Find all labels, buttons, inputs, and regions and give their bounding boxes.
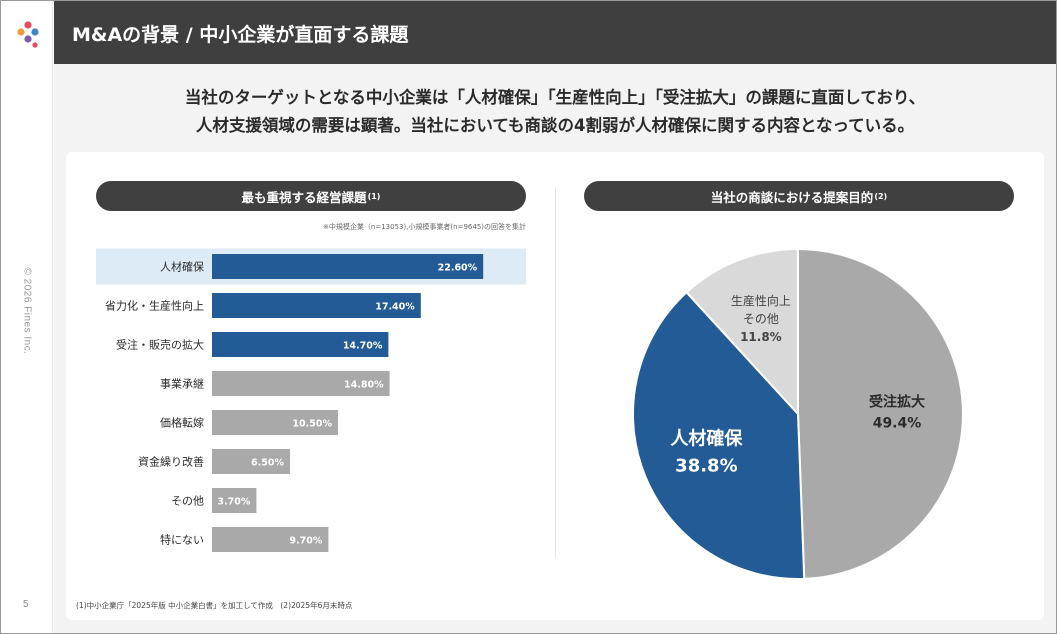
copyright-text: © 2026 Fines Inc. xyxy=(21,267,33,355)
page-number: 5 xyxy=(23,599,29,610)
pie-slice-value: 49.4% xyxy=(873,416,922,432)
bar-chart-svg: 人材確保 22.60% 省力化・生産性向上 17.40% 受注・販売の拡大 14.70% 事… xyxy=(96,248,526,552)
bar-category-label: 事業承継 xyxy=(160,377,204,391)
header-bar: M&Aの背景 / 中小企業が直面する課題 xyxy=(54,1,1056,64)
lead-text: 当社のターゲットとなる中小企業は「人材確保」「生産性向上」「受注拡大」の課題に直… xyxy=(54,84,1056,140)
bar-value-label: 14.80% xyxy=(344,380,384,391)
bar-category-label: その他 xyxy=(171,495,204,508)
bar-5 xyxy=(212,410,338,435)
company-logo-icon xyxy=(17,21,39,48)
bar-category-label: 価格転嫁 xyxy=(160,416,204,430)
lead-line-1: 当社のターゲットとなる中小企業は「人材確保」「生産性向上」「受注拡大」の課題に直… xyxy=(184,88,926,107)
bar-value-label: 14.70% xyxy=(343,341,383,352)
right-panel-title: 当社の商談における提案目的 (2) xyxy=(584,181,1014,211)
pie-slice-label: 受注拡大 xyxy=(869,394,925,411)
bar-value-label: 22.60% xyxy=(438,263,478,274)
pie-slice-label: その他 xyxy=(743,312,779,326)
bar-value-label: 10.50% xyxy=(292,419,332,430)
left-panel-title-sup: (1) xyxy=(367,191,381,201)
bar-category-label: 特にない xyxy=(160,533,204,547)
right-panel-title-text: 当社の商談における提案目的 xyxy=(710,189,874,205)
bar-7 xyxy=(212,488,257,513)
left-panel-title: 最も重視する経営課題 (1) xyxy=(96,181,526,211)
bar-8 xyxy=(212,527,329,552)
right-panel-title-sup: (2) xyxy=(874,191,888,201)
bar-1 xyxy=(212,254,484,279)
lead-line-2: 人材支援領域の需要は顕著。当社においても商談の4割弱が人材確保に関する内容となっ… xyxy=(195,116,915,135)
bar-4 xyxy=(212,371,390,396)
bar-category-label: 省力化・生産性向上 xyxy=(105,299,204,313)
footnote: (1)中小企業庁「2025年版 中小企業白書」を加工して作成 (2)2025年6… xyxy=(76,601,353,610)
bar-category-label: 受注・販売の拡大 xyxy=(116,338,204,352)
panel-divider xyxy=(555,188,556,558)
pie-slice-2 xyxy=(632,290,806,580)
bar-6 xyxy=(212,449,290,474)
page-title: M&Aの背景 / 中小企業が直面する課題 xyxy=(72,24,409,46)
pie-slice-label: 人材確保 xyxy=(670,427,743,449)
survey-note: ※中規模企業（n=13053),小規模事業者(n=9645)の回答を集計 xyxy=(323,223,526,231)
pie-slice-label: 生産性向上 xyxy=(731,293,791,308)
left-panel-title-text: 最も重視する経営課題 xyxy=(241,189,367,205)
issues-bar-chart: 人材確保 22.60% 省力化・生産性向上 17.40% 受注・販売の拡大 14.70% 事… xyxy=(96,247,528,557)
pie-slice-value: 38.8% xyxy=(675,455,737,476)
sidebar: © 2026 Fines Inc. 5 xyxy=(1,1,53,633)
pie-slice-value: 11.8% xyxy=(740,330,782,344)
pie-slice-1 xyxy=(797,247,964,580)
bar-category-label: 資金繰り改善 xyxy=(138,455,204,469)
proposal-pie-chart: 受注拡大 49.4% 人材確保 38.8% 生産性向上その他 11.8% xyxy=(630,236,970,592)
bar-2 xyxy=(212,293,421,318)
bar-category-label: 人材確保 xyxy=(160,260,204,274)
bar-value-label: 17.40% xyxy=(375,302,415,313)
bar-value-label: 9.70% xyxy=(289,536,322,547)
bar-value-label: 3.70% xyxy=(217,497,250,508)
pie-slice-3 xyxy=(685,247,799,417)
bar-3 xyxy=(212,332,389,357)
bar-value-label: 6.50% xyxy=(251,458,284,469)
